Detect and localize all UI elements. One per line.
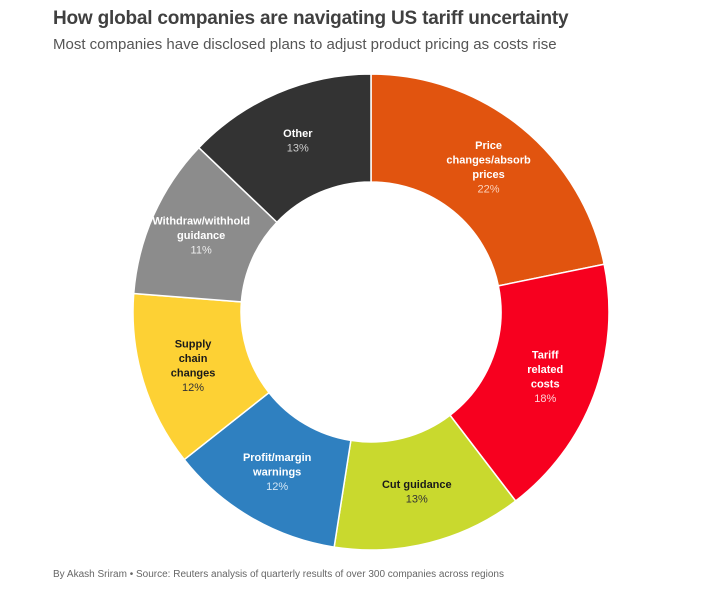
slice-label-supply-chain-changes: Supply chain changes 12% [171,338,216,394]
donut-slice-price-changes-absorb-prices [370,73,606,287]
slice-label-cut-guidance: Cut guidance 13% [382,479,452,506]
slice-category-label: changes [171,367,216,379]
slice-label-withdraw-withhold-guidance: Withdraw/withhold guidance 11% [152,216,250,257]
donut-slice-tariff-related-costs [448,263,610,503]
slice-category-label: Profit/margin [243,452,312,464]
slice-category-label: prices [472,169,504,181]
slice-category-label: changes/absorb [446,155,531,167]
slice-value-label: 13% [406,494,428,506]
slice-category-label: guidance [177,230,225,242]
slice-value-label: 22% [478,184,500,196]
footer-separator: • [129,569,134,580]
footer-author: By Akash Sriram [53,569,127,580]
slice-category-label: Cut guidance [382,479,452,491]
donut-slice-other [197,73,372,224]
chart-footer: By Akash Sriram • Source: Reuters analys… [53,569,504,580]
slice-label-tariff-related-costs: Tariff related costs 18% [527,349,563,405]
slice-value-label: 12% [266,481,288,493]
footer-source: Source: Reuters analysis of quarterly re… [136,569,504,580]
slice-category-label: chain [179,353,208,365]
slice-value-label: 11% [191,245,212,257]
slice-category-label: Price [475,140,502,152]
slice-category-label: costs [531,378,560,390]
slice-value-label: 13% [287,142,309,154]
slice-category-label: Supply [175,338,213,350]
slice-label-other: Other 13% [283,128,313,155]
slice-category-label: related [527,364,563,376]
slice-category-label: Withdraw/withhold [152,216,250,228]
slice-category-label: warnings [252,467,301,479]
chart-subtitle: Most companies have disclosed plans to a… [53,36,557,53]
slice-label-profit-margin-warnings: Profit/margin warnings 12% [243,452,312,493]
slice-category-label: Tariff [532,349,559,361]
slice-category-label: Other [283,128,313,140]
chart-title: How global companies are navigating US t… [53,8,569,29]
slice-value-label: 12% [182,382,204,394]
slice-value-label: 18% [534,393,556,405]
slice-label-price-changes-absorb-prices: Price changes/absorb prices 22% [446,140,531,196]
